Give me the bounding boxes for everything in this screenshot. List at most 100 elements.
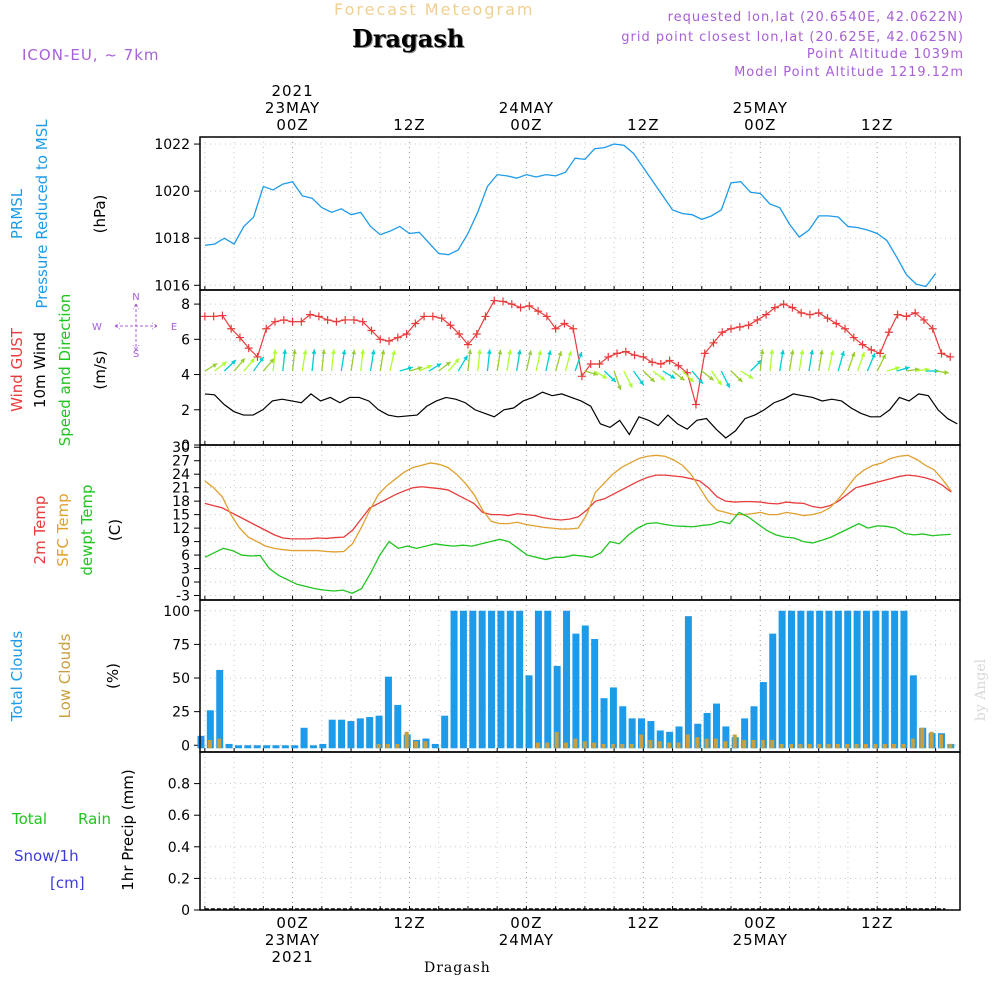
bottom-time-label: 12Z	[861, 914, 893, 932]
location-title: Dragash	[352, 24, 465, 53]
top-time-label: 00Z	[276, 116, 308, 134]
gust-marker	[516, 303, 525, 312]
wind-arrow-head	[212, 363, 218, 368]
dewpt-temp-line	[204, 511, 951, 594]
wind-arrow-head	[914, 367, 920, 373]
wind-arrow-head	[617, 385, 622, 391]
bottom-time-label: 23MAY	[265, 931, 320, 949]
compass-w: W	[92, 322, 102, 333]
y-tick-label: 2	[181, 403, 190, 419]
total-cloud-bar	[206, 710, 214, 749]
wind-arrow-head	[272, 349, 278, 354]
wind-arrow-head	[610, 377, 616, 383]
low-cloud-bar	[207, 739, 212, 749]
low-cloud-bar	[554, 731, 559, 749]
y-tick-label: 9	[181, 535, 190, 551]
wind-arrow-head	[557, 351, 563, 356]
wind-arrow-head	[302, 349, 308, 355]
wind-arrow-head	[725, 382, 730, 388]
total-cloud-bar	[891, 610, 899, 749]
gust-marker	[551, 324, 560, 333]
gust-marker	[893, 310, 902, 319]
wind-arrow-head	[240, 358, 245, 364]
gust-marker	[385, 337, 394, 346]
requested-coords: requested lon,lat (20.6540E, 42.0622N)	[667, 10, 964, 25]
sfc-temp-label: SFC Temp	[54, 493, 72, 566]
total-clouds-label: Total Clouds	[8, 631, 26, 723]
gust-marker	[542, 312, 551, 321]
low-cloud-bar	[742, 739, 747, 749]
low-cloud-bar	[414, 741, 419, 749]
temp-unit: (C)	[106, 519, 124, 541]
total-cloud-bar	[281, 745, 289, 749]
gust-marker	[911, 308, 920, 317]
wind-arrow-head	[527, 350, 533, 356]
low-cloud-bar	[620, 743, 625, 749]
top-time-label: 00Z	[744, 116, 776, 134]
total-cloud-bar	[628, 718, 636, 749]
total-cloud-bar	[713, 703, 721, 749]
gust-marker	[306, 310, 315, 319]
gust-marker	[376, 335, 385, 344]
total-cloud-bar	[356, 718, 364, 749]
low-cloud-bar	[798, 743, 803, 749]
low-cloud-bar	[667, 742, 672, 749]
wind-arrow-head	[780, 349, 785, 355]
low-cloud-bar	[732, 734, 737, 749]
gust-marker	[849, 333, 858, 342]
gust-marker	[691, 400, 700, 409]
total-cloud-bar	[366, 717, 374, 749]
dewpt-temp-label: dewpt Temp	[78, 484, 96, 575]
total-cloud-bar	[703, 712, 711, 749]
gust-marker	[271, 317, 280, 326]
total-cloud-bar	[309, 745, 317, 749]
low-cloud-bar	[788, 743, 793, 749]
compass-s: S	[133, 349, 139, 360]
total-cloud-bar	[675, 726, 683, 749]
total-cloud-bar	[328, 719, 336, 749]
panel-frame	[199, 136, 961, 291]
total-cloud-bar	[469, 610, 477, 749]
panel-frame	[199, 751, 961, 911]
low-cloud-bar	[920, 727, 925, 749]
low-cloud-bar	[714, 738, 719, 749]
y-tick-label: 1020	[154, 184, 190, 200]
gust-marker	[227, 324, 236, 333]
gust-marker	[867, 345, 876, 354]
pressure-label-long: Pressure Reduced to MSL	[33, 119, 51, 309]
wind-arrow-head	[454, 358, 460, 364]
gust-marker	[393, 333, 402, 342]
total-cloud-bar	[806, 610, 814, 749]
wind-arrow-head	[380, 349, 386, 355]
gust-marker	[577, 372, 586, 381]
wind-arrow-head	[445, 361, 451, 367]
pressure-label: PRMSL	[8, 188, 26, 239]
panel-1: 1016 1018 1020 1022	[154, 136, 961, 294]
gust-marker	[595, 359, 604, 368]
low-cloud-bar	[648, 739, 653, 749]
wind-arrow-head	[895, 366, 900, 371]
top-time-label: 2021	[271, 82, 313, 100]
wind-arrow-head	[370, 349, 376, 355]
y-tick-label: 0.6	[168, 808, 190, 824]
total-cloud-bar	[666, 731, 674, 749]
low-cloud-bar	[892, 743, 897, 749]
gust-marker	[656, 359, 665, 368]
gust-marker	[735, 322, 744, 331]
temp-2m-label: 2m Temp	[31, 496, 49, 565]
low-cloud-bar	[723, 741, 728, 749]
low-cloud-bar	[610, 743, 615, 749]
y-tick-label: 0.8	[168, 777, 190, 793]
wind-arrow-head	[321, 349, 327, 354]
low-cloud-bar	[938, 734, 943, 749]
wind-arrow-head	[547, 350, 552, 356]
footer-location: Dragash	[424, 960, 491, 976]
wind-arrow-head	[660, 375, 666, 381]
gust-marker	[420, 312, 429, 321]
low-cloud-bar	[882, 743, 887, 749]
top-time-label: 25MAY	[733, 99, 788, 117]
wind-arrow-head	[748, 374, 754, 379]
sfc-temp-line	[204, 454, 952, 553]
gust-marker	[823, 314, 832, 323]
